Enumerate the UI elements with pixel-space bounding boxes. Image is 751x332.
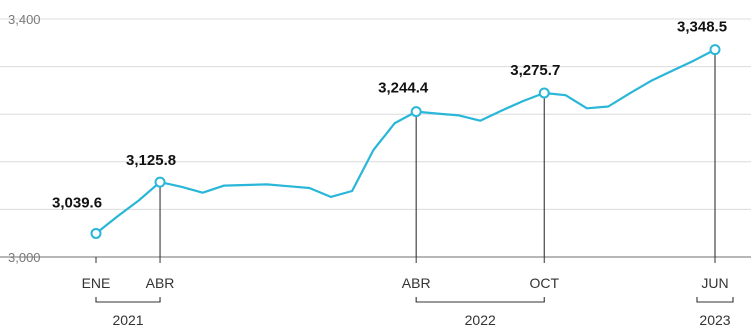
data-label: 3,348.5 [677, 19, 727, 36]
data-point-marker [90, 227, 102, 239]
data-point-marker [538, 87, 550, 99]
highlight-drop-lines [159, 49, 716, 257]
x-tick-label: JUN [701, 275, 728, 291]
data-labels: 3,039.6 3,125.8 3,244.4 3,275.7 3,348.5 [52, 19, 727, 212]
year-bracket [95, 297, 161, 303]
x-axis-tick-labels: ENE ABR ABR OCT JUN [82, 257, 729, 291]
x-tick-label: ABR [146, 275, 175, 291]
year-label: 2023 [699, 312, 730, 328]
data-label: 3,039.6 [52, 194, 102, 211]
x-tick-label: ABR [402, 275, 431, 291]
data-point-marker [154, 176, 166, 188]
data-label: 3,125.8 [126, 152, 176, 169]
year-label: 2022 [465, 312, 496, 328]
x-tick-label: ENE [82, 275, 111, 291]
series-line [94, 48, 717, 235]
data-point-marker [410, 106, 422, 118]
year-bracket [696, 297, 734, 303]
highlight-markers [90, 44, 721, 239]
data-label: 3,275.7 [510, 62, 560, 79]
year-label: 2021 [112, 312, 143, 328]
data-label: 3,244.4 [378, 80, 429, 97]
y-tick-label-bottom: 3,000 [8, 250, 41, 265]
y-tick-label-top: 3,400 [8, 12, 41, 27]
x-tick-label: OCT [529, 275, 559, 291]
year-bracket [415, 297, 545, 303]
year-brackets: 2021 2022 2023 [95, 297, 734, 328]
data-point-marker [709, 44, 721, 56]
